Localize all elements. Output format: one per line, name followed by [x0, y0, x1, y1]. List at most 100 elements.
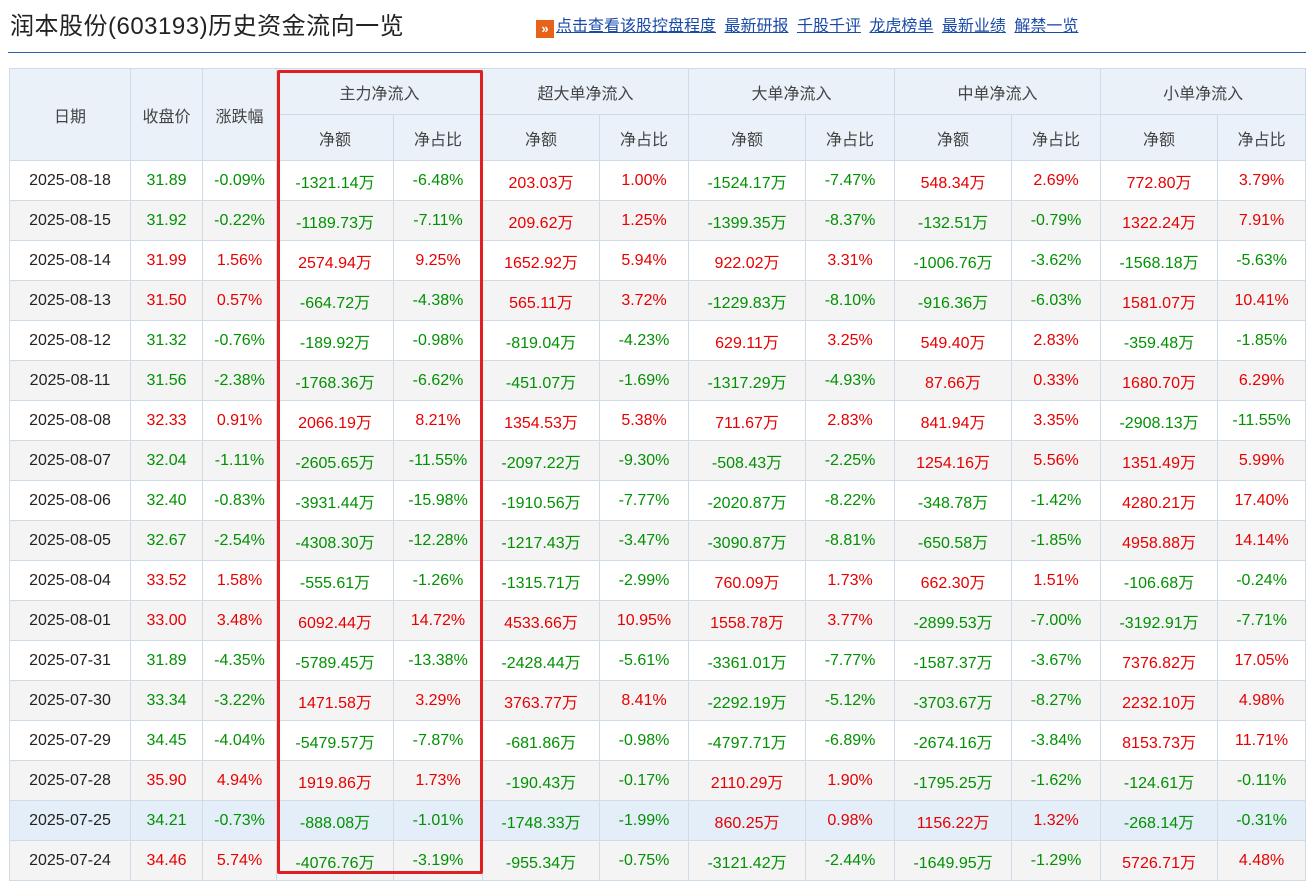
- cell-small-amount: 1680.70万: [1100, 360, 1219, 401]
- cell-main-amount: -5789.45万: [276, 640, 394, 681]
- cell-close: 35.90: [130, 760, 203, 801]
- cell-large-ratio: 3.25%: [805, 320, 896, 361]
- header-date[interactable]: 日期: [9, 68, 131, 161]
- subheader-ratio[interactable]: 净占比: [392, 114, 484, 161]
- cell-close: 33.34: [130, 680, 203, 721]
- cell-medium-amount: -132.51万: [894, 200, 1013, 241]
- cell-change: -4.35%: [202, 640, 277, 681]
- header-super-large-inflow[interactable]: 超大单净流入: [482, 68, 690, 115]
- cell-date: 2025-08-08: [9, 400, 131, 441]
- cell-super-amount: 1652.92万: [482, 240, 601, 281]
- subheader-ratio[interactable]: 净占比: [805, 114, 896, 161]
- cell-main-ratio: -7.11%: [392, 200, 484, 241]
- cell-close: 33.00: [130, 600, 203, 641]
- link-stock-reviews[interactable]: 千股千评: [796, 18, 861, 35]
- header-links: » 点击查看该股控盘程度 最新研报 千股千评 龙虎榜单 最新业绩 解禁一览: [536, 12, 1082, 38]
- link-dragon-tiger-list[interactable]: 龙虎榜单: [869, 18, 934, 35]
- cell-medium-amount: -650.58万: [894, 520, 1013, 561]
- cell-change: -0.22%: [202, 200, 277, 241]
- subheader-ratio[interactable]: 净占比: [1011, 114, 1102, 161]
- cell-medium-amount: -1795.25万: [894, 760, 1013, 801]
- subheader-ratio[interactable]: 净占比: [1217, 114, 1306, 161]
- cell-small-ratio: -0.31%: [1217, 800, 1306, 841]
- cell-small-ratio: 5.99%: [1217, 440, 1306, 481]
- cell-super-amount: -1748.33万: [482, 800, 601, 841]
- cell-medium-ratio: 3.35%: [1011, 400, 1102, 441]
- cell-small-amount: 4280.21万: [1100, 480, 1219, 521]
- cell-main-amount: -1321.14万: [276, 160, 394, 201]
- header-large-inflow[interactable]: 大单净流入: [688, 68, 896, 115]
- cell-small-ratio: -11.55%: [1217, 400, 1306, 441]
- cell-large-ratio: 3.77%: [805, 600, 896, 641]
- cell-date: 2025-08-13: [9, 280, 131, 321]
- cell-medium-ratio: -1.42%: [1011, 480, 1102, 521]
- cell-main-ratio: 14.72%: [392, 600, 484, 641]
- cell-medium-ratio: -1.62%: [1011, 760, 1102, 801]
- subheader-amount[interactable]: 净额: [482, 114, 601, 161]
- subheader-amount[interactable]: 净额: [688, 114, 807, 161]
- cell-medium-amount: 548.34万: [894, 160, 1013, 201]
- cell-close: 31.89: [130, 640, 203, 681]
- link-lockup-expiry[interactable]: 解禁一览: [1014, 18, 1079, 35]
- header-change[interactable]: 涨跌幅: [202, 68, 277, 161]
- cell-date: 2025-08-12: [9, 320, 131, 361]
- cell-change: -4.04%: [202, 720, 277, 761]
- cell-main-amount: 2574.94万: [276, 240, 394, 281]
- table-row: 2025-07-31 31.89 -4.35% -5789.45万 -13.38% -24…: [9, 640, 1306, 681]
- header-close[interactable]: 收盘价: [130, 68, 203, 161]
- cell-date: 2025-08-11: [9, 360, 131, 401]
- cell-date: 2025-08-07: [9, 440, 131, 481]
- table-row: 2025-08-11 31.56 -2.38% -1768.36万 -6.62% -451…: [9, 360, 1306, 401]
- subheader-amount[interactable]: 净额: [276, 114, 394, 161]
- cell-medium-amount: -3703.67万: [894, 680, 1013, 721]
- cell-super-ratio: -5.61%: [599, 640, 690, 681]
- table-row: 2025-08-04 33.52 1.58% -555.61万 -1.26% -1315.…: [9, 560, 1306, 601]
- cell-change: 0.57%: [202, 280, 277, 321]
- cell-medium-ratio: -7.00%: [1011, 600, 1102, 641]
- link-research-reports[interactable]: 最新研报: [724, 18, 789, 35]
- cell-date: 2025-08-01: [9, 600, 131, 641]
- cell-medium-amount: -2899.53万: [894, 600, 1013, 641]
- cell-main-ratio: -7.87%: [392, 720, 484, 761]
- cell-small-ratio: 14.14%: [1217, 520, 1306, 561]
- table-row: 2025-07-24 34.46 5.74% -4076.76万 -3.19% -955.…: [9, 840, 1306, 881]
- cell-large-ratio: 3.31%: [805, 240, 896, 281]
- cell-large-amount: -2292.19万: [688, 680, 807, 721]
- link-latest-earnings[interactable]: 最新业绩: [941, 18, 1006, 35]
- cell-medium-ratio: -6.03%: [1011, 280, 1102, 321]
- cell-super-amount: -190.43万: [482, 760, 601, 801]
- cell-medium-amount: -916.36万: [894, 280, 1013, 321]
- cell-medium-amount: -348.78万: [894, 480, 1013, 521]
- cell-close: 34.46: [130, 840, 203, 881]
- cell-main-amount: -189.92万: [276, 320, 394, 361]
- cell-date: 2025-08-14: [9, 240, 131, 281]
- cell-main-amount: -3931.44万: [276, 480, 394, 521]
- cell-large-amount: 1558.78万: [688, 600, 807, 641]
- cell-small-ratio: 10.41%: [1217, 280, 1306, 321]
- header-small-inflow[interactable]: 小单净流入: [1100, 68, 1306, 115]
- cell-close: 31.89: [130, 160, 203, 201]
- cell-small-ratio: 4.48%: [1217, 840, 1306, 881]
- cell-small-ratio: 4.98%: [1217, 680, 1306, 721]
- cell-small-amount: 8153.73万: [1100, 720, 1219, 761]
- cell-small-ratio: -1.85%: [1217, 320, 1306, 361]
- cell-super-ratio: 5.94%: [599, 240, 690, 281]
- cell-main-amount: -4076.76万: [276, 840, 394, 881]
- cell-change: -1.11%: [202, 440, 277, 481]
- header-medium-inflow[interactable]: 中单净流入: [894, 68, 1102, 115]
- cell-change: -0.09%: [202, 160, 277, 201]
- header-main-inflow[interactable]: 主力净流入: [275, 68, 484, 115]
- cell-large-amount: -1524.17万: [688, 160, 807, 201]
- cell-super-ratio: 3.72%: [599, 280, 690, 321]
- cell-super-ratio: -0.17%: [599, 760, 690, 801]
- cell-main-amount: 1919.86万: [276, 760, 394, 801]
- cell-large-ratio: -8.37%: [805, 200, 896, 241]
- cell-date: 2025-07-24: [9, 840, 131, 881]
- cell-close: 34.45: [130, 720, 203, 761]
- subheader-amount[interactable]: 净额: [894, 114, 1013, 161]
- subheader-ratio[interactable]: 净占比: [599, 114, 690, 161]
- table-row: 2025-08-01 33.00 3.48% 6092.44万 14.72% 4533.6…: [9, 600, 1306, 641]
- subheader-amount[interactable]: 净额: [1100, 114, 1219, 161]
- table-row: 2025-07-29 34.45 -4.04% -5479.57万 -7.87% -681…: [9, 720, 1306, 761]
- link-control-degree[interactable]: 点击查看该股控盘程度: [556, 18, 717, 35]
